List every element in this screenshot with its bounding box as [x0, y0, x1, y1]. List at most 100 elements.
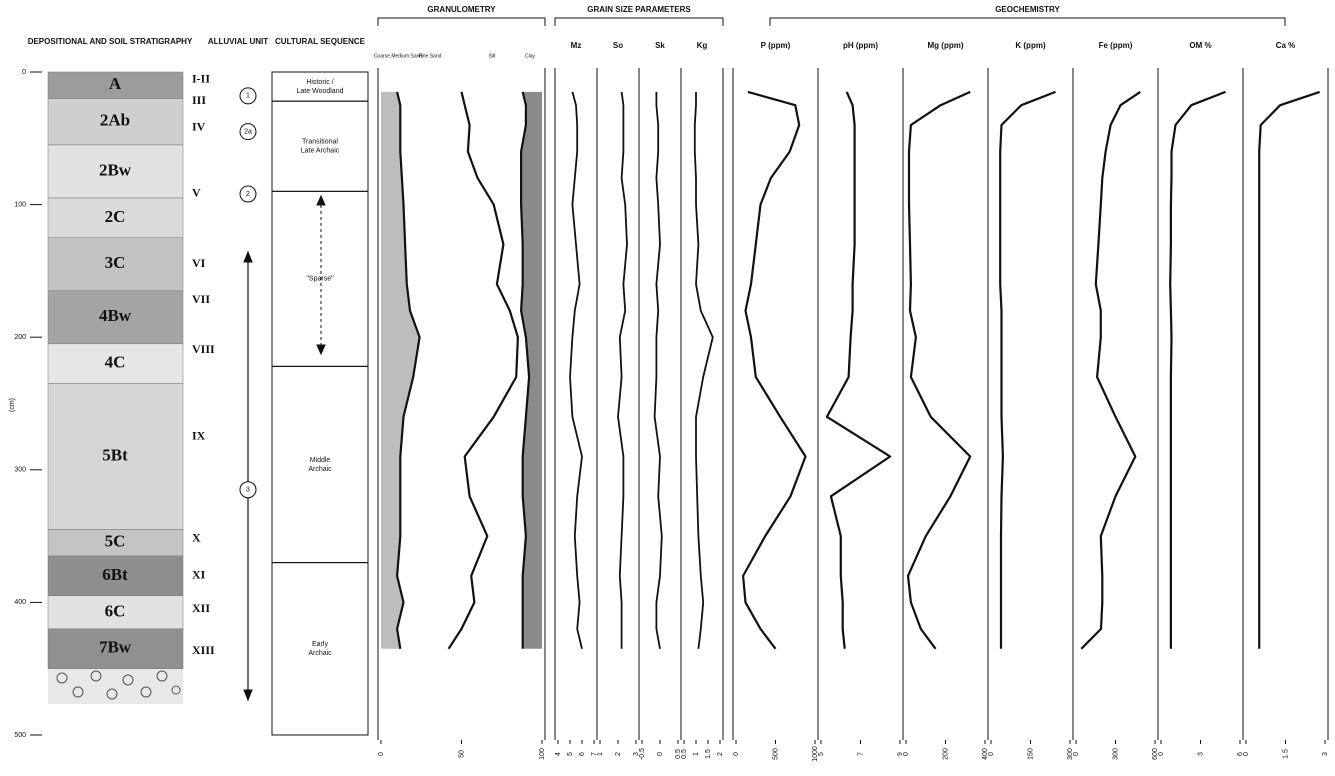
x-tick-label: 7 [591, 752, 598, 756]
y-tick-label: 500 [14, 732, 26, 739]
period [271, 100, 369, 192]
gravel [48, 668, 183, 704]
group-bracket [554, 17, 724, 26]
column-title: ALLUVIAL UNIT [208, 37, 268, 46]
x-tick-label: 150 [1027, 748, 1034, 760]
profile-line [569, 91, 583, 650]
horizon-label: 2C [105, 207, 126, 226]
horizon-label: 2Ab [100, 111, 130, 130]
x-tick-label: 3 [1322, 752, 1329, 756]
area-clay [521, 91, 542, 649]
horizon [47, 343, 184, 384]
unit-numeral: VI [192, 256, 206, 270]
unit-numeral: XII [192, 601, 210, 615]
column-label: Fine Sand [419, 53, 442, 59]
period-label: Middle [310, 457, 331, 464]
unit-circle [239, 123, 257, 141]
x-tick-label: 600 [1152, 748, 1159, 760]
horizon-label: 2Bw [99, 160, 132, 179]
x-tick-label: 1.5 [705, 749, 712, 759]
x-tick-label: 2 [615, 752, 622, 756]
group-title: GEOCHEMISTRY [995, 5, 1060, 14]
y-tick-label: 0 [22, 69, 26, 76]
x-tick-label: 0 [1158, 752, 1165, 756]
group-title: GRAIN SIZE PARAMETERS [587, 5, 691, 14]
horizon-label: 5C [105, 532, 126, 551]
period-label: Late Archaic [301, 148, 340, 155]
column-label: Clay [525, 53, 536, 59]
period-label: Archaic [308, 650, 332, 657]
x-tick-label: 6 [1237, 752, 1244, 756]
horizon-label: 4C [105, 353, 126, 372]
horizon-label: 4Bw [99, 306, 132, 325]
unit-numeral: III [192, 93, 206, 107]
column-title: DEPOSITIONAL AND SOIL STRATIGRAPHY [28, 37, 193, 46]
horizon [47, 71, 184, 99]
x-tick-label: -0.5 [639, 748, 646, 760]
profile-line [396, 91, 421, 649]
horizon [47, 383, 184, 530]
x-tick-label: 3 [1197, 752, 1204, 756]
panel-name: Mz [571, 41, 582, 50]
x-tick-label: 0 [988, 752, 995, 756]
x-tick-label: 0 [657, 752, 664, 756]
horizon [47, 529, 184, 557]
x-tick-label: 2 [717, 752, 724, 756]
profile-line [999, 90, 1056, 649]
unit-numeral: VIII [192, 342, 215, 356]
group-bracket [769, 17, 1286, 26]
unit-circle [239, 481, 257, 499]
panel-name: So [613, 41, 623, 50]
profile-line [447, 91, 520, 650]
period-label: Archaic [308, 466, 332, 473]
x-tick-label: 300 [1112, 748, 1119, 760]
panel-name: Fe (ppm) [1099, 41, 1133, 50]
x-tick-label: 500 [772, 748, 779, 760]
y-axis-label: (cm) [9, 398, 16, 412]
horizon-label: 6C [105, 601, 126, 620]
y-tick-label: 400 [14, 599, 26, 606]
horizon [47, 555, 184, 597]
sequence-arrows [243, 194, 326, 702]
profile-line [825, 91, 892, 649]
x-tick-label: 50 [458, 750, 465, 758]
panel-name: Mg (ppm) [928, 41, 964, 50]
unit-numeral: V [192, 186, 201, 200]
x-tick-label: 0 [1073, 752, 1080, 756]
period [271, 562, 369, 736]
panel-name: pH (ppm) [843, 41, 878, 50]
panel-name: Ca % [1276, 41, 1296, 50]
unit-circle [239, 185, 257, 203]
unit-numeral: I-II [192, 72, 210, 86]
profile-line [1080, 90, 1141, 650]
x-tick-label: 100 [539, 748, 546, 760]
x-tick-label: 7 [857, 752, 864, 756]
period-label: Transitional [302, 139, 338, 146]
panel-name: K (ppm) [1015, 41, 1046, 50]
unit-label: 1 [246, 93, 250, 100]
period [271, 365, 369, 564]
x-tick-label: 5 [818, 752, 825, 756]
unit-label: 2 [246, 191, 250, 198]
y-tick-label: 300 [14, 467, 26, 474]
x-tick-label: 0 [903, 752, 910, 756]
profile-line [741, 90, 807, 650]
horizon [47, 197, 184, 238]
y-tick-label: 200 [14, 334, 26, 341]
horizon [47, 628, 184, 669]
period-label: Late Woodland [297, 88, 344, 95]
profile-line [1258, 90, 1321, 649]
y-tick-label: 100 [14, 201, 26, 208]
x-tick-label: 1.5 [1282, 749, 1289, 759]
area-sand [381, 91, 420, 649]
x-tick-label: 1000 [812, 746, 819, 762]
x-tick-label: 1 [597, 752, 604, 756]
x-tick-label: 0 [733, 752, 740, 756]
x-tick-label: 0 [378, 752, 385, 756]
horizon-label: A [109, 74, 122, 93]
profile-line [653, 91, 663, 649]
x-tick-label: 6 [579, 752, 586, 756]
unit-circle [239, 87, 257, 105]
column-label: Coarse Medium Sand [374, 53, 423, 59]
